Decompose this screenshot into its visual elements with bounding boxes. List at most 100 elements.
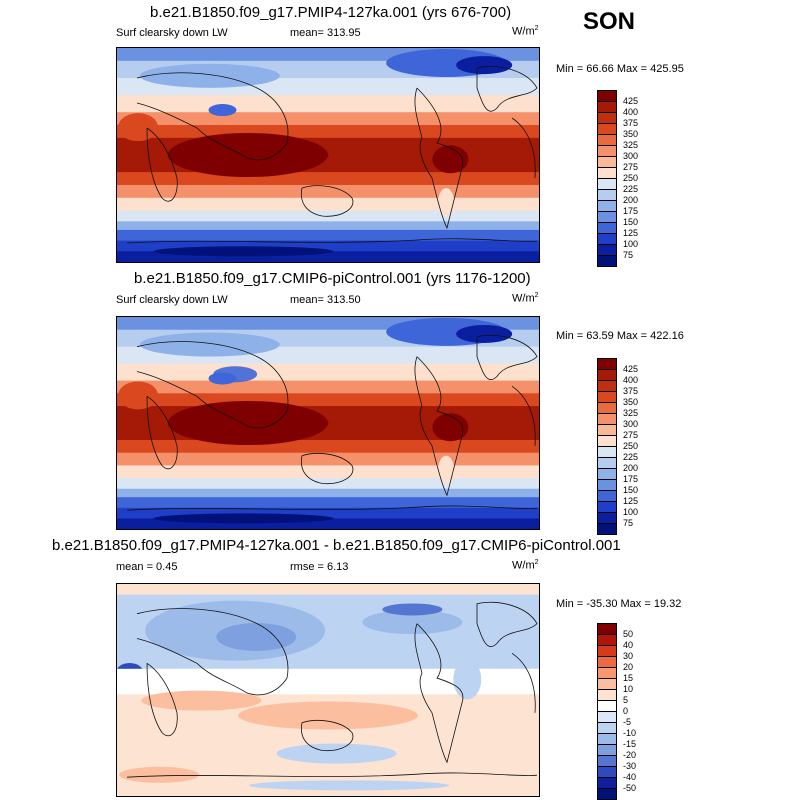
panel2-map <box>116 316 540 530</box>
panel1-title: b.e21.B1850.f09_g17.PMIP4-127ka.001 (yrs… <box>150 4 512 21</box>
colorbar-level-label: 425 <box>623 364 639 374</box>
colorbar-level-label: 100 <box>623 239 639 249</box>
colorbar-level-label: 15 <box>623 673 634 683</box>
colorbar-level-label: 10 <box>623 684 634 694</box>
colorbar-level-label: 350 <box>623 397 639 407</box>
field-patch <box>118 113 159 142</box>
field-band <box>117 439 539 454</box>
colorbar-level-label: 150 <box>623 217 639 227</box>
coastline <box>476 334 538 380</box>
panel3-title: b.e21.B1850.f09_g17.PMIP4-127ka.001 - b.… <box>52 537 621 554</box>
coastline <box>136 72 289 161</box>
field-band <box>117 488 539 499</box>
colorbar-level-label: 40 <box>623 640 634 650</box>
panel1-mean-label: mean= 313.95 <box>290 27 361 39</box>
field-patch <box>382 603 443 616</box>
coastline <box>126 772 538 778</box>
panel3-units-label: W/m2 <box>512 559 539 572</box>
field-band <box>117 518 539 529</box>
field-patch <box>362 610 463 635</box>
colorbar-level-label: 200 <box>623 195 639 205</box>
coastline <box>300 185 354 217</box>
field-band <box>117 363 539 382</box>
panel1-field <box>117 48 539 262</box>
coastline <box>414 87 464 230</box>
field-band <box>117 125 539 139</box>
panel3-rmse-label: rmse = 6.13 <box>290 561 349 573</box>
coastline <box>146 662 178 737</box>
colorbar-level-label: 0 <box>623 706 629 716</box>
panel2-title: b.e21.B1850.f09_g17.CMIP6-piControl.001 … <box>134 270 531 287</box>
coastline <box>511 385 536 446</box>
field-patch <box>456 56 513 75</box>
colorbar-level-label: 350 <box>623 129 639 139</box>
panel3-minmax: Min = -35.30 Max = 19.32 <box>556 598 682 610</box>
colorbar-level-label: 300 <box>623 419 639 429</box>
coastline <box>476 601 538 647</box>
colorbar-swatch <box>597 255 617 267</box>
season-label: SON <box>583 8 636 35</box>
field-patch <box>216 623 297 651</box>
colorbar-level-label: 75 <box>623 518 634 528</box>
field-band <box>117 95 539 114</box>
colorbar-level-label: 175 <box>623 474 639 484</box>
field-band <box>117 221 539 231</box>
field-patch <box>276 743 397 764</box>
field-band <box>117 197 539 212</box>
field-band <box>117 497 539 509</box>
colorbar-level-label: 250 <box>623 441 639 451</box>
panel1-variable-label: Surf clearsky down LW <box>116 27 228 39</box>
colorbar-level-label: 375 <box>623 386 639 396</box>
field-patch <box>139 63 280 88</box>
coastline <box>300 453 354 485</box>
panel2-mean-label: mean= 313.50 <box>290 294 361 306</box>
field-patch <box>249 780 450 791</box>
panel2-minmax: Min = 63.59 Max = 422.16 <box>556 330 684 342</box>
colorbar-level-label: 125 <box>623 496 639 506</box>
field-band <box>117 229 539 242</box>
field-band <box>117 507 539 520</box>
field-band <box>117 184 539 199</box>
coastline <box>136 608 289 696</box>
field-patch <box>456 324 513 343</box>
panel2-variable-label: Surf clearsky down LW <box>116 294 228 306</box>
panel1-units-label: W/m2 <box>512 25 539 38</box>
panel1-map <box>116 47 540 263</box>
colorbar-level-label: 275 <box>623 430 639 440</box>
colorbar-level-label: 225 <box>623 452 639 462</box>
field-patch <box>153 246 334 257</box>
colorbar-level-label: 325 <box>623 408 639 418</box>
colorbar-level-label: -30 <box>623 761 637 771</box>
colorbar-level-label: 400 <box>623 375 639 385</box>
field-band <box>117 393 539 408</box>
field-patch <box>153 513 334 524</box>
field-band <box>117 251 539 262</box>
colorbar-level-label: 200 <box>623 463 639 473</box>
panel1-map-svg <box>117 48 539 262</box>
colorbar-level-label: -20 <box>623 750 637 760</box>
colorbar-level-label: -10 <box>623 728 637 738</box>
field-patch <box>167 133 328 177</box>
colorbar-level-label: 375 <box>623 118 639 128</box>
field-patch <box>167 401 328 445</box>
colorbar-level-label: 425 <box>623 96 639 106</box>
colorbar-level-label: -15 <box>623 739 637 749</box>
field-patch <box>208 104 237 117</box>
panel2-map-svg <box>117 317 539 529</box>
coastline <box>414 356 464 497</box>
colorbar-swatch <box>597 788 617 800</box>
field-patch <box>213 366 258 383</box>
field-band <box>117 240 539 253</box>
field-patch <box>438 188 455 217</box>
field-band <box>117 452 539 467</box>
field-patch <box>432 145 469 174</box>
colorbar-level-label: 250 <box>623 173 639 183</box>
colorbar-level-label: 150 <box>623 485 639 495</box>
coastline <box>414 623 464 764</box>
field-patch <box>238 701 418 730</box>
field-band <box>117 465 539 480</box>
panel2-field <box>117 317 539 529</box>
field-band <box>117 172 539 186</box>
coastline <box>126 238 538 244</box>
colorbar-level-label: 225 <box>623 184 639 194</box>
